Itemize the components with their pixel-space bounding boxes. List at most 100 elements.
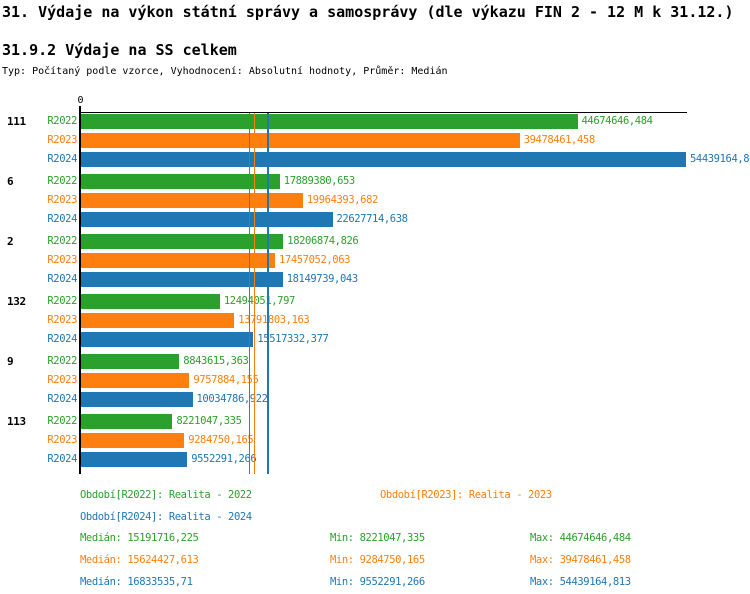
bar-value-label: 17889380,653 xyxy=(283,175,355,187)
bar-row: R2023 9284750,165 xyxy=(0,433,750,448)
stat-min-r2023: Min: 9284750,165 xyxy=(330,554,425,566)
bar-row: 113 R2022 8221047,335 xyxy=(0,414,750,429)
bar-r2022 xyxy=(81,234,284,249)
series-label: R2022 xyxy=(47,175,77,187)
bar-row: R2024 9552291,266 xyxy=(0,452,750,467)
series-label: R2023 xyxy=(47,254,77,266)
stat-median-r2022: Medián: 15191716,225 xyxy=(80,532,199,544)
series-label: R2022 xyxy=(47,115,77,127)
series-label: R2022 xyxy=(47,295,77,307)
bar-value-label: 22627714,638 xyxy=(336,213,408,225)
bar-chart: 111 R2022 44674646,484 R2023 39478461,458 R20… xyxy=(0,114,750,467)
bar-row: R2023 9757884,155 xyxy=(0,373,750,388)
median-line-r2024 xyxy=(267,113,269,474)
bar-value-label: 15517332,377 xyxy=(257,333,329,345)
bar-row: R2023 17457052,063 xyxy=(0,253,750,268)
bar-row: R2023 19964393,682 xyxy=(0,193,750,208)
stat-min-r2022: Min: 8221047,335 xyxy=(330,532,425,544)
bar-value-label: 8843615,363 xyxy=(183,355,249,367)
stat-median-r2023: Medián: 15624427,613 xyxy=(80,554,199,566)
bar-row: R2024 10034786,922 xyxy=(0,392,750,407)
bar-value-label: 19964393,682 xyxy=(306,194,378,206)
bar-r2023 xyxy=(81,373,190,388)
bar-row: R2024 54439164,813 xyxy=(0,152,750,167)
series-label: R2024 xyxy=(47,453,77,465)
series-label: R2024 xyxy=(47,333,77,345)
y-axis-line xyxy=(79,106,81,474)
bar-group-111: 111 R2022 44674646,484 R2023 39478461,458 R20… xyxy=(0,114,750,167)
group-label: 6 xyxy=(7,175,14,188)
bar-r2023 xyxy=(81,193,303,208)
bar-row: R2023 13791803,163 xyxy=(0,313,750,328)
series-label: R2024 xyxy=(47,393,77,405)
bar-row: 111 R2022 44674646,484 xyxy=(0,114,750,129)
bar-r2024 xyxy=(81,392,193,407)
bar-r2023 xyxy=(81,133,520,148)
bar-group-132: 132 R2022 12494051,797 R2023 13791803,163 R20… xyxy=(0,294,750,347)
series-label: R2024 xyxy=(47,273,77,285)
bar-group-2: 2 R2022 18206874,826 R2023 17457052,063 R2024… xyxy=(0,234,750,287)
series-label: R2023 xyxy=(47,314,77,326)
stat-max-r2024: Max: 54439164,813 xyxy=(530,576,631,588)
x-axis-zero-label: 0 xyxy=(77,95,84,106)
bar-value-label: 8221047,335 xyxy=(176,415,242,427)
chart-meta: Typ: Počítaný podle vzorce, Vyhodnocení:… xyxy=(2,66,448,77)
bar-value-label: 44674646,484 xyxy=(581,115,653,127)
group-label: 113 xyxy=(7,415,26,428)
legend-item-r2024: Období[R2024]: Realita - 2024 xyxy=(80,511,252,523)
stat-min-r2024: Min: 9552291,266 xyxy=(330,576,425,588)
bar-r2023 xyxy=(81,313,235,328)
bar-value-label: 39478461,458 xyxy=(523,134,595,146)
series-label: R2022 xyxy=(47,355,77,367)
bar-r2022 xyxy=(81,414,173,429)
bar-value-label: 10034786,922 xyxy=(196,393,268,405)
bar-group-113: 113 R2022 8221047,335 R2023 9284750,165 R2024… xyxy=(0,414,750,467)
stat-max-r2022: Max: 44674646,484 xyxy=(530,532,631,544)
bar-value-label: 9757884,155 xyxy=(193,374,259,386)
bar-r2022 xyxy=(81,114,578,129)
bar-r2022 xyxy=(81,354,180,369)
legend-item-r2023: Období[R2023]: Realita - 2023 xyxy=(380,489,552,501)
legend-item-r2022: Období[R2022]: Realita - 2022 xyxy=(80,489,252,501)
bar-r2023 xyxy=(81,433,185,448)
series-label: R2023 xyxy=(47,374,77,386)
group-label: 9 xyxy=(7,355,14,368)
group-label: 132 xyxy=(7,295,26,308)
median-line-r2023 xyxy=(253,113,256,474)
bar-value-label: 18149739,043 xyxy=(286,273,358,285)
bar-r2024 xyxy=(81,212,333,227)
bar-row: R2024 15517332,377 xyxy=(0,332,750,347)
series-label: R2023 xyxy=(47,194,77,206)
series-label: R2022 xyxy=(47,235,77,247)
group-label: 2 xyxy=(7,235,14,248)
bar-value-label: 9284750,165 xyxy=(188,434,254,446)
bar-row: 6 R2022 17889380,653 xyxy=(0,174,750,189)
bar-r2024 xyxy=(81,332,254,347)
bar-row: 9 R2022 8843615,363 xyxy=(0,354,750,369)
bar-row: 132 R2022 12494051,797 xyxy=(0,294,750,309)
bar-value-label: 12494051,797 xyxy=(223,295,295,307)
bar-value-label: 54439164,813 xyxy=(690,153,750,165)
x-axis-line xyxy=(80,112,687,113)
bar-r2024 xyxy=(81,152,686,167)
stat-max-r2023: Max: 39478461,458 xyxy=(530,554,631,566)
series-label: R2024 xyxy=(47,153,77,165)
bar-group-6: 6 R2022 17889380,653 R2023 19964393,682 R2024… xyxy=(0,174,750,227)
group-label: 111 xyxy=(7,115,26,128)
bar-value-label: 18206874,826 xyxy=(287,235,359,247)
bar-row: R2024 18149739,043 xyxy=(0,272,750,287)
bar-r2024 xyxy=(81,272,283,287)
bar-r2022 xyxy=(81,294,220,309)
bar-r2023 xyxy=(81,253,275,268)
bar-value-label: 9552291,266 xyxy=(191,453,257,465)
bar-row: R2024 22627714,638 xyxy=(0,212,750,227)
median-line-r2022 xyxy=(248,113,251,474)
series-label: R2022 xyxy=(47,415,77,427)
bar-value-label: 17457052,063 xyxy=(279,254,351,266)
bar-value-label: 13791803,163 xyxy=(238,314,310,326)
report-title: 31. Výdaje na výkon státní správy a samo… xyxy=(2,3,734,21)
bar-r2022 xyxy=(81,174,280,189)
bar-row: R2023 39478461,458 xyxy=(0,133,750,148)
series-label: R2024 xyxy=(47,213,77,225)
